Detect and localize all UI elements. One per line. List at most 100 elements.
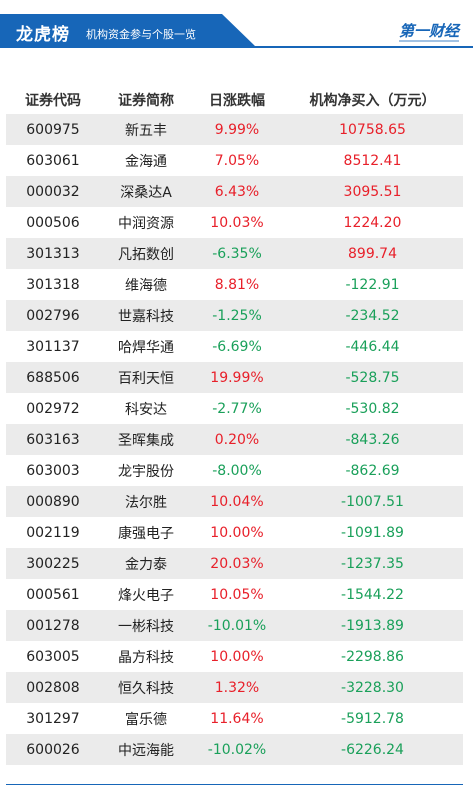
cell-net-buy: -1544.22 <box>341 586 404 603</box>
cell-net-buy: 1224.20 <box>343 214 402 231</box>
table-row: 002119 康强电子 10.00% -1091.89 <box>6 517 463 548</box>
table-row: 001278 一彬科技 -10.01% -1913.89 <box>6 610 463 641</box>
cell-code: 688506 <box>26 369 80 386</box>
cell-name: 哈焊华通 <box>118 339 174 356</box>
cell-change: 9.99% <box>214 121 260 138</box>
cell-net-buy: -1913.89 <box>341 617 404 634</box>
table-row: 000506 中润资源 10.03% 1224.20 <box>6 207 463 238</box>
table-row: 301313 凡拓数创 -6.35% 899.74 <box>6 238 463 269</box>
column-header-code: 证券代码 <box>25 93 81 109</box>
brand-logo: 第一财经 <box>398 20 459 44</box>
cell-change: -6.35% <box>212 245 262 262</box>
cell-code: 000561 <box>26 586 80 603</box>
cell-code: 002972 <box>26 400 80 417</box>
cell-code: 002119 <box>26 524 80 541</box>
banner-title: 龙虎榜 <box>16 25 70 45</box>
cell-net-buy: -3228.30 <box>341 679 404 696</box>
cell-change: -2.77% <box>212 400 262 417</box>
cell-net-buy: -530.82 <box>345 400 400 417</box>
cell-net-buy: -1237.35 <box>341 555 404 572</box>
cell-net-buy: 899.74 <box>348 245 397 262</box>
cell-code: 603061 <box>26 152 80 169</box>
stock-table: 证券代码 证券简称 日涨跌幅 机构净买入（万元） 600975 新五丰 9.99% 1… <box>6 86 463 765</box>
cell-change: 10.00% <box>210 648 264 665</box>
table-row: 002796 世嘉科技 -1.25% -234.52 <box>6 300 463 331</box>
table-row: 603163 圣晖集成 0.20% -843.26 <box>6 424 463 455</box>
cell-code: 301137 <box>26 338 80 355</box>
cell-code: 002808 <box>26 679 80 696</box>
cell-net-buy: -446.44 <box>345 338 400 355</box>
table-row: 688506 百利天恒 19.99% -528.75 <box>6 362 463 393</box>
cell-code: 603003 <box>26 462 80 479</box>
cell-name: 百利天恒 <box>118 370 174 387</box>
table-body: 600975 新五丰 9.99% 10758.65 603061 金海通 7.05% 8512… <box>6 114 463 765</box>
cell-net-buy: 3095.51 <box>343 183 402 200</box>
cell-change: 11.64% <box>210 710 264 727</box>
cell-name: 维海德 <box>125 277 167 294</box>
cell-code: 300225 <box>26 555 80 572</box>
cell-change: 6.43% <box>214 183 260 200</box>
cell-name: 恒久科技 <box>118 680 174 697</box>
brand-logo-bar <box>398 40 459 42</box>
cell-name: 富乐德 <box>125 711 167 728</box>
cell-net-buy: -862.69 <box>345 462 400 479</box>
cell-name: 新五丰 <box>125 122 167 139</box>
table-row: 002972 科安达 -2.77% -530.82 <box>6 393 463 424</box>
cell-name: 凡拓数创 <box>118 246 174 263</box>
cell-net-buy: -2298.86 <box>341 648 404 665</box>
cell-name: 深桑达A <box>120 184 172 201</box>
cell-net-buy: -6226.24 <box>341 741 404 758</box>
table-header: 证券代码 证券简称 日涨跌幅 机构净买入（万元） <box>6 86 463 114</box>
column-header-name: 证券简称 <box>118 93 174 109</box>
cell-name: 科安达 <box>125 401 167 418</box>
table-row: 600975 新五丰 9.99% 10758.65 <box>6 114 463 145</box>
table-row: 603061 金海通 7.05% 8512.41 <box>6 145 463 176</box>
cell-net-buy: -5912.78 <box>341 710 404 727</box>
table-row: 603003 龙宇股份 -8.00% -862.69 <box>6 455 463 486</box>
cell-name: 金力泰 <box>125 556 167 573</box>
header-banner: 龙虎榜 机构资金参与个股一览 第一财经 <box>0 0 473 48</box>
cell-net-buy: -1091.89 <box>341 524 404 541</box>
table-row: 002808 恒久科技 1.32% -3228.30 <box>6 672 463 703</box>
banner-background <box>0 14 257 48</box>
cell-name: 世嘉科技 <box>118 308 174 325</box>
cell-code: 001278 <box>26 617 80 634</box>
cell-change: 10.04% <box>210 493 264 510</box>
table-row: 603005 晶方科技 10.00% -2298.86 <box>6 641 463 672</box>
cell-code: 000506 <box>26 214 80 231</box>
cell-change: -6.69% <box>212 338 262 355</box>
cell-name: 金海通 <box>125 153 167 170</box>
cell-name: 圣晖集成 <box>118 432 174 449</box>
cell-name: 中润资源 <box>118 215 174 232</box>
cell-change: -1.25% <box>212 307 262 324</box>
cell-change: -10.02% <box>207 741 267 758</box>
cell-change: 1.32% <box>214 679 260 696</box>
cell-change: 7.05% <box>214 152 260 169</box>
cell-change: 8.81% <box>214 276 260 293</box>
table-row: 301297 富乐德 11.64% -5912.78 <box>6 703 463 734</box>
table-row: 301318 维海德 8.81% -122.91 <box>6 269 463 300</box>
cell-net-buy: -122.91 <box>345 276 400 293</box>
cell-net-buy: -843.26 <box>345 431 400 448</box>
table-row: 000032 深桑达A 6.43% 3095.51 <box>6 176 463 207</box>
banner-underline <box>0 46 473 48</box>
table-row: 000561 烽火电子 10.05% -1544.22 <box>6 579 463 610</box>
cell-net-buy: -234.52 <box>345 307 400 324</box>
cell-net-buy: -1007.51 <box>341 493 404 510</box>
cell-change: -8.00% <box>212 462 262 479</box>
cell-code: 603005 <box>26 648 80 665</box>
cell-name: 中远海能 <box>118 742 174 759</box>
table-row: 000890 法尔胜 10.04% -1007.51 <box>6 486 463 517</box>
cell-code: 301313 <box>26 245 80 262</box>
cell-change: 10.03% <box>210 214 264 231</box>
cell-code: 301318 <box>26 276 80 293</box>
cell-code: 301297 <box>26 710 80 727</box>
cell-change: 10.00% <box>210 524 264 541</box>
cell-name: 龙宇股份 <box>118 463 174 480</box>
cell-name: 法尔胜 <box>125 494 167 511</box>
cell-name: 康强电子 <box>118 525 174 542</box>
cell-change: 20.03% <box>210 555 264 572</box>
cell-change: 19.99% <box>210 369 264 386</box>
cell-change: -10.01% <box>207 617 267 634</box>
cell-net-buy: -528.75 <box>345 369 400 386</box>
